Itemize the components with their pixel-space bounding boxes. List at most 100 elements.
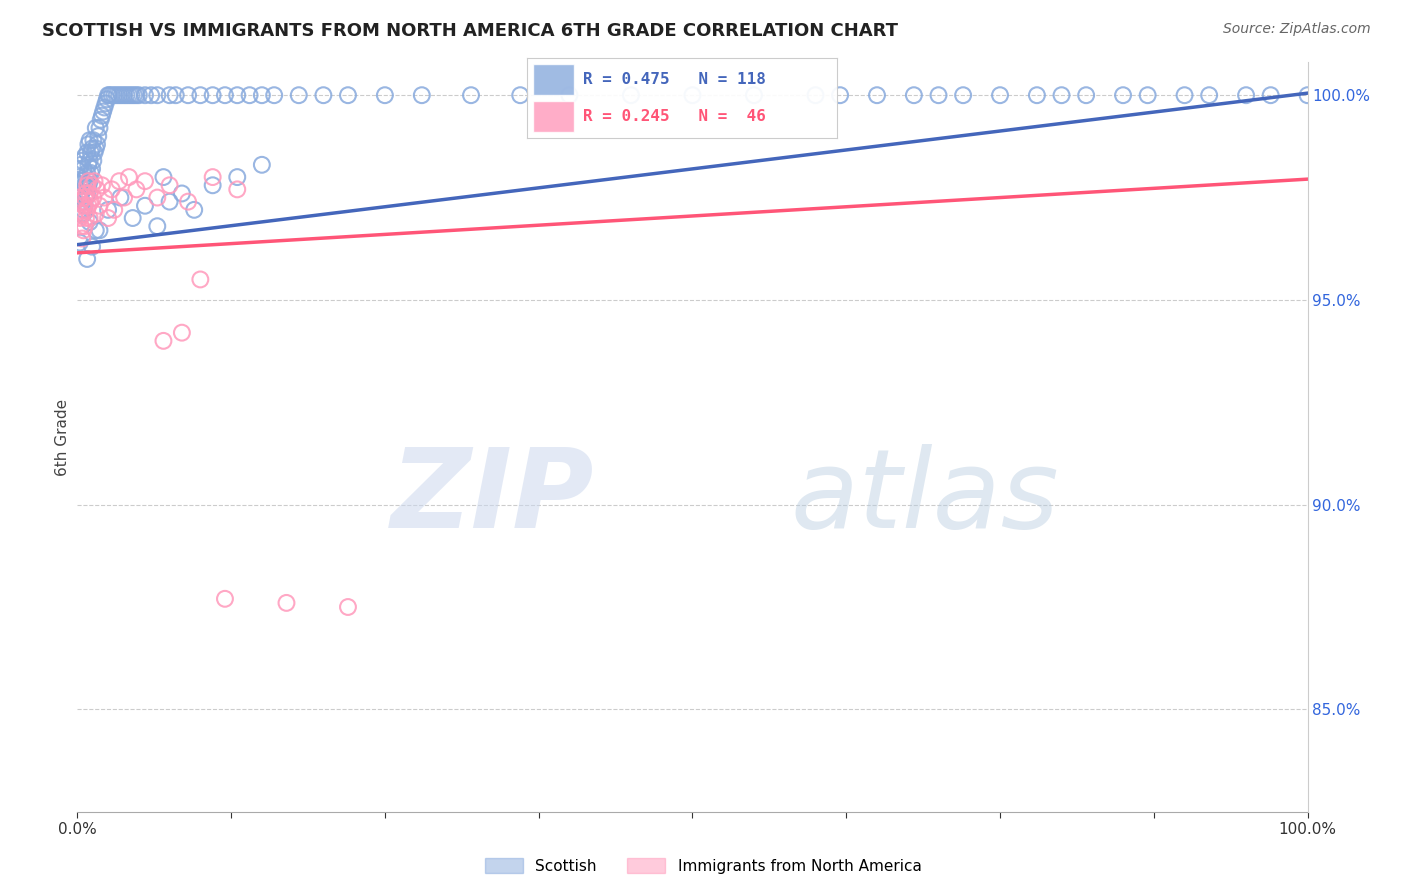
Point bbox=[866, 88, 889, 103]
Point bbox=[110, 190, 132, 204]
Point bbox=[77, 199, 100, 213]
Point bbox=[91, 104, 114, 119]
Point bbox=[70, 231, 93, 245]
Point bbox=[73, 219, 96, 234]
Point bbox=[101, 182, 124, 196]
Point bbox=[742, 88, 765, 103]
Point bbox=[80, 194, 103, 209]
Point bbox=[76, 202, 98, 217]
Point bbox=[1296, 88, 1319, 103]
Point bbox=[190, 88, 212, 103]
Point bbox=[70, 207, 93, 221]
Point bbox=[79, 186, 101, 201]
Point bbox=[82, 133, 104, 147]
Point bbox=[79, 133, 101, 147]
Point bbox=[170, 326, 193, 340]
Point bbox=[76, 145, 98, 160]
Point bbox=[201, 170, 224, 185]
Point bbox=[108, 174, 131, 188]
Point bbox=[70, 186, 93, 201]
Point bbox=[337, 599, 360, 614]
Point bbox=[69, 161, 91, 176]
Point bbox=[69, 211, 91, 225]
Point bbox=[93, 100, 115, 114]
Point bbox=[84, 223, 107, 237]
Point bbox=[82, 161, 104, 176]
Point bbox=[84, 120, 107, 135]
Text: Source: ZipAtlas.com: Source: ZipAtlas.com bbox=[1223, 22, 1371, 37]
Point bbox=[1076, 88, 1098, 103]
Point bbox=[77, 137, 100, 152]
Point bbox=[152, 170, 174, 185]
Point bbox=[112, 190, 135, 204]
Point bbox=[73, 178, 96, 193]
Point bbox=[76, 166, 98, 180]
Bar bbox=[533, 64, 574, 95]
Point bbox=[70, 194, 93, 209]
Point bbox=[411, 88, 433, 103]
Point bbox=[1174, 88, 1197, 103]
Point bbox=[988, 88, 1011, 103]
Point bbox=[928, 88, 950, 103]
Point bbox=[84, 207, 107, 221]
Point bbox=[1050, 88, 1073, 103]
Point bbox=[183, 202, 205, 217]
Point bbox=[108, 88, 131, 103]
Point bbox=[121, 211, 143, 225]
Point bbox=[90, 112, 112, 127]
Point bbox=[1260, 88, 1282, 103]
Point bbox=[146, 190, 169, 204]
Point bbox=[122, 88, 145, 103]
Point bbox=[72, 199, 94, 213]
Point bbox=[87, 129, 110, 144]
Point bbox=[93, 190, 115, 204]
Point bbox=[76, 252, 98, 266]
Point bbox=[101, 88, 124, 103]
Text: R = 0.245   N =  46: R = 0.245 N = 46 bbox=[583, 109, 766, 124]
Point bbox=[226, 170, 249, 185]
Point bbox=[72, 207, 94, 221]
Point bbox=[214, 88, 236, 103]
Point bbox=[72, 161, 94, 176]
Point bbox=[76, 186, 98, 201]
Point bbox=[97, 202, 120, 217]
Point bbox=[177, 194, 200, 209]
Point bbox=[118, 170, 141, 185]
Point bbox=[170, 186, 193, 201]
Point bbox=[77, 174, 100, 188]
Point bbox=[97, 88, 120, 103]
Point bbox=[80, 166, 103, 180]
Point bbox=[82, 141, 104, 155]
Point bbox=[201, 178, 224, 193]
Point bbox=[82, 178, 104, 193]
Point bbox=[70, 219, 93, 234]
Point bbox=[509, 88, 531, 103]
Point bbox=[134, 88, 156, 103]
Point bbox=[75, 211, 97, 225]
Point bbox=[70, 207, 93, 221]
Point bbox=[165, 88, 187, 103]
Point bbox=[146, 219, 169, 234]
Point bbox=[105, 88, 128, 103]
Point bbox=[98, 88, 121, 103]
Point bbox=[1026, 88, 1049, 103]
Point bbox=[82, 190, 104, 204]
Point bbox=[159, 178, 181, 193]
Point bbox=[70, 153, 93, 168]
Point bbox=[1112, 88, 1135, 103]
Point bbox=[141, 88, 163, 103]
Point bbox=[134, 174, 156, 188]
Point bbox=[83, 174, 105, 188]
Point bbox=[620, 88, 643, 103]
Y-axis label: 6th Grade: 6th Grade bbox=[55, 399, 70, 475]
Point bbox=[337, 88, 360, 103]
Point bbox=[159, 88, 181, 103]
Point bbox=[159, 194, 181, 209]
Point bbox=[69, 235, 91, 250]
Point bbox=[70, 194, 93, 209]
Point bbox=[96, 92, 118, 106]
Point bbox=[177, 88, 200, 103]
Point bbox=[121, 88, 143, 103]
Point bbox=[239, 88, 262, 103]
Point bbox=[558, 88, 581, 103]
